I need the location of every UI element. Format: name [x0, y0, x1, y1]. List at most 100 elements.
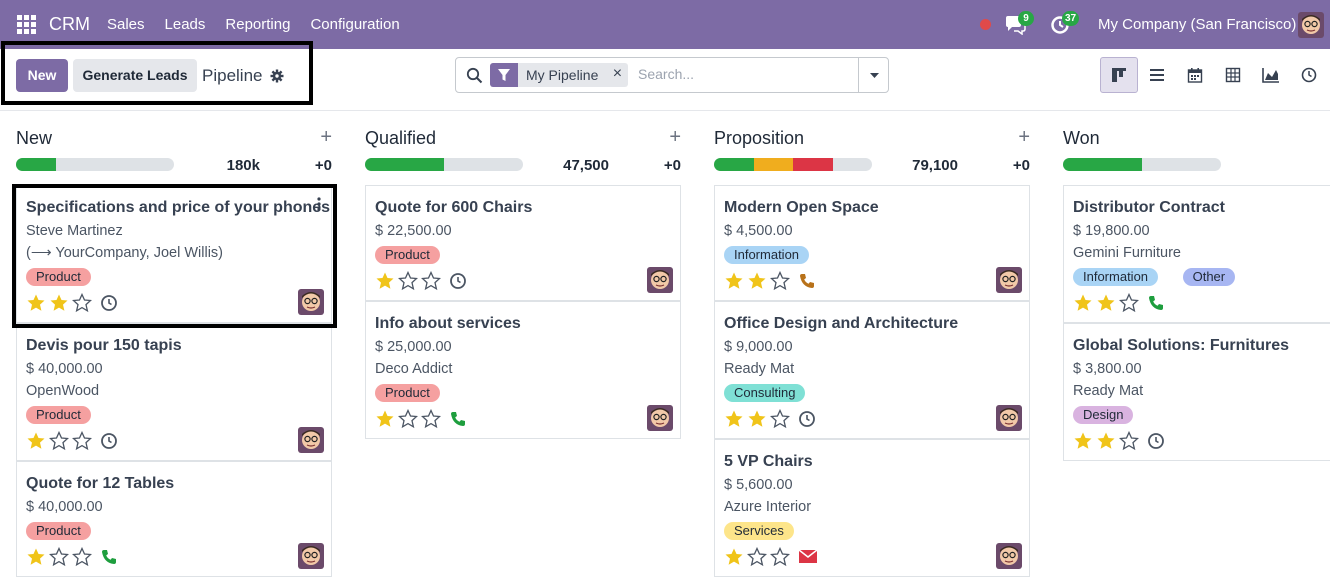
- star-filled-icon[interactable]: [1096, 293, 1118, 313]
- phone-icon[interactable]: [798, 272, 816, 290]
- menu-item-sales[interactable]: Sales: [107, 16, 145, 33]
- star-empty-icon[interactable]: [769, 546, 792, 567]
- star-filled-icon[interactable]: [1096, 431, 1118, 451]
- status-dot-icon[interactable]: [980, 19, 991, 30]
- priority-stars[interactable]: [724, 270, 793, 291]
- priority-stars[interactable]: [724, 408, 793, 429]
- priority-stars[interactable]: [26, 546, 95, 567]
- column-title[interactable]: Won: [1063, 128, 1100, 148]
- menu-item-leads[interactable]: Leads: [164, 16, 206, 33]
- salesperson-avatar[interactable]: [996, 543, 1022, 569]
- priority-stars[interactable]: [375, 408, 444, 429]
- envelope-icon[interactable]: [798, 548, 818, 566]
- menu-item-configuration[interactable]: Configuration: [310, 16, 400, 33]
- kanban-card[interactable]: Modern Open Space $ 4,500.00 Information: [714, 185, 1030, 301]
- activity-view-button[interactable]: [1290, 57, 1328, 93]
- apps-menu-icon[interactable]: [17, 15, 36, 34]
- add-card-icon[interactable]: +: [669, 126, 681, 148]
- user-avatar[interactable]: [1298, 12, 1324, 38]
- list-view-button[interactable]: [1138, 57, 1176, 93]
- star-empty-icon[interactable]: [1118, 292, 1141, 313]
- company-switcher[interactable]: My Company (San Francisco): [1098, 16, 1297, 33]
- search-input[interactable]: [638, 66, 848, 82]
- star-filled-icon[interactable]: [26, 293, 48, 313]
- star-filled-icon[interactable]: [1073, 293, 1095, 313]
- progress-segment-planned[interactable]: [714, 158, 754, 171]
- add-card-icon[interactable]: +: [1018, 126, 1030, 148]
- progress-segment-today[interactable]: [753, 158, 793, 171]
- new-button[interactable]: New: [16, 59, 68, 92]
- star-empty-icon[interactable]: [769, 408, 792, 429]
- star-filled-icon[interactable]: [724, 409, 746, 429]
- clock-icon[interactable]: [798, 410, 816, 428]
- progress-segment-planned[interactable]: [1063, 158, 1142, 171]
- priority-stars[interactable]: [26, 292, 95, 313]
- pivot-view-button[interactable]: [1214, 57, 1252, 93]
- priority-stars[interactable]: [1073, 292, 1142, 313]
- salesperson-avatar[interactable]: [298, 543, 324, 569]
- star-empty-icon[interactable]: [769, 270, 792, 291]
- star-empty-icon[interactable]: [71, 292, 94, 313]
- menu-item-reporting[interactable]: Reporting: [225, 16, 291, 33]
- star-filled-icon[interactable]: [747, 409, 769, 429]
- progress-segment-overdue[interactable]: [793, 158, 833, 171]
- priority-stars[interactable]: [1073, 430, 1142, 451]
- kanban-card[interactable]: Specifications and price of your phones S…: [16, 185, 332, 323]
- search-dropdown-toggle[interactable]: [858, 58, 889, 92]
- salesperson-avatar[interactable]: [647, 267, 673, 293]
- kanban-view-button[interactable]: [1100, 57, 1138, 93]
- search-icon[interactable]: [466, 67, 483, 84]
- star-filled-icon[interactable]: [747, 271, 769, 291]
- star-filled-icon[interactable]: [1073, 431, 1095, 451]
- stage-progress-bar[interactable]: [16, 158, 174, 171]
- star-filled-icon[interactable]: [49, 293, 71, 313]
- clock-icon[interactable]: [100, 294, 118, 312]
- add-card-icon[interactable]: +: [320, 126, 332, 148]
- kanban-card[interactable]: Office Design and Architecture $ 9,000.00…: [714, 301, 1030, 439]
- column-title[interactable]: New: [16, 128, 53, 148]
- progress-segment-planned[interactable]: [16, 158, 56, 171]
- star-empty-icon[interactable]: [397, 270, 420, 291]
- stage-progress-bar[interactable]: [714, 158, 872, 171]
- star-empty-icon[interactable]: [71, 430, 94, 451]
- star-empty-icon[interactable]: [71, 546, 94, 567]
- kanban-card[interactable]: Quote for 600 Chairs $ 22,500.00 Product: [365, 185, 681, 301]
- priority-stars[interactable]: [26, 430, 95, 451]
- graph-view-button[interactable]: [1252, 57, 1290, 93]
- star-empty-icon[interactable]: [48, 546, 71, 567]
- star-empty-icon[interactable]: [397, 408, 420, 429]
- star-filled-icon[interactable]: [26, 431, 48, 451]
- progress-segment-planned[interactable]: [365, 158, 444, 171]
- messages-icon[interactable]: 9: [1004, 11, 1034, 36]
- star-filled-icon[interactable]: [724, 271, 746, 291]
- clock-icon[interactable]: [449, 272, 467, 290]
- kanban-card[interactable]: Distributor Contract $ 19,800.00 Gemini Fu…: [1063, 185, 1330, 323]
- salesperson-avatar[interactable]: [996, 267, 1022, 293]
- gear-icon[interactable]: [270, 69, 284, 83]
- stage-progress-bar[interactable]: [1063, 158, 1221, 171]
- column-title[interactable]: Qualified: [365, 128, 437, 148]
- clock-icon[interactable]: [1147, 432, 1165, 450]
- stage-progress-bar[interactable]: [365, 158, 523, 171]
- clock-icon[interactable]: [100, 432, 118, 450]
- generate-leads-button[interactable]: Generate Leads: [73, 59, 197, 92]
- salesperson-avatar[interactable]: [298, 427, 324, 453]
- priority-stars[interactable]: [724, 546, 793, 567]
- star-empty-icon[interactable]: [420, 270, 443, 291]
- card-menu-icon[interactable]: [317, 197, 321, 211]
- star-filled-icon[interactable]: [26, 547, 48, 567]
- phone-icon[interactable]: [1147, 294, 1165, 312]
- kanban-card[interactable]: 5 VP Chairs $ 5,600.00 Azure Interior Servi…: [714, 439, 1030, 577]
- kanban-card[interactable]: Global Solutions: Furnitures $ 3,800.00 Re…: [1063, 323, 1330, 461]
- star-filled-icon[interactable]: [375, 409, 397, 429]
- star-empty-icon[interactable]: [48, 430, 71, 451]
- activities-icon[interactable]: 37: [1050, 11, 1080, 36]
- star-empty-icon[interactable]: [420, 408, 443, 429]
- salesperson-avatar[interactable]: [996, 405, 1022, 431]
- priority-stars[interactable]: [375, 270, 444, 291]
- star-filled-icon[interactable]: [375, 271, 397, 291]
- calendar-view-button[interactable]: [1176, 57, 1214, 93]
- salesperson-avatar[interactable]: [647, 405, 673, 431]
- kanban-card[interactable]: Devis pour 150 tapis $ 40,000.00 OpenWood P…: [16, 323, 332, 461]
- star-empty-icon[interactable]: [746, 546, 769, 567]
